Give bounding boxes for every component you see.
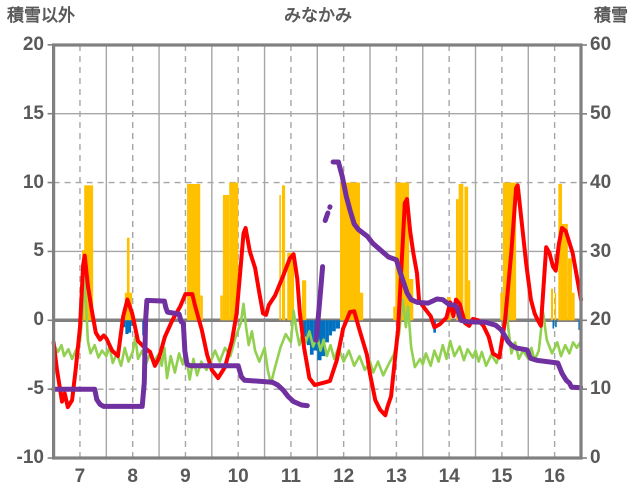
left-axis-tick-label: 20 bbox=[22, 33, 44, 55]
precipitation-bar bbox=[128, 320, 132, 333]
sunshine-bar bbox=[458, 183, 464, 321]
snow-depth-line bbox=[330, 159, 584, 391]
sunshine-bar bbox=[279, 194, 281, 321]
sunshine-bar bbox=[567, 258, 573, 321]
sunshine-bar bbox=[558, 183, 563, 321]
precipitation-bar bbox=[123, 320, 126, 328]
precipitation-bar bbox=[303, 320, 307, 337]
sunshine-bar bbox=[287, 252, 295, 321]
series-group bbox=[51, 159, 584, 418]
x-axis-tick-label: 13 bbox=[385, 466, 407, 487]
x-axis-tick-label: 11 bbox=[280, 466, 301, 487]
sunshine-bar bbox=[302, 280, 307, 321]
x-axis-tick-label: 10 bbox=[227, 466, 249, 487]
precipitation-bar bbox=[552, 320, 555, 329]
sunshine-bar bbox=[126, 237, 130, 321]
precipitation-bar bbox=[335, 320, 340, 329]
sunshine-bar bbox=[222, 194, 230, 321]
x-axis-tick-label: 12 bbox=[333, 466, 355, 487]
right-axis-tick-label: 20 bbox=[590, 309, 612, 331]
x-axis-tick-label: 7 bbox=[74, 466, 86, 487]
x-axis-tick-label: 8 bbox=[127, 466, 138, 487]
sunshine-bar bbox=[281, 185, 286, 321]
x-axis-tick-label: 16 bbox=[544, 466, 566, 487]
precipitation-bar bbox=[125, 320, 129, 335]
sunshine-bar bbox=[468, 280, 471, 321]
right-axis-tick-label: 50 bbox=[590, 102, 612, 124]
sunshine-bar bbox=[339, 182, 361, 321]
x-axis-tick-label: 15 bbox=[491, 466, 513, 487]
right-axis-tick-label: 0 bbox=[590, 447, 601, 468]
sunshine-bar bbox=[500, 292, 503, 321]
sunshine-bar bbox=[572, 292, 575, 321]
sunshine-bar bbox=[229, 182, 239, 321]
sunshine-bar bbox=[554, 292, 557, 321]
sunshine-bar bbox=[187, 183, 201, 321]
right-axis-title: 積雪 bbox=[594, 6, 628, 25]
precipitation-bar bbox=[555, 320, 557, 328]
precipitation-bar bbox=[332, 320, 336, 332]
sunshine-bar bbox=[550, 288, 554, 321]
precipitation-bar bbox=[328, 320, 333, 336]
precipitation-bar bbox=[325, 320, 329, 343]
snow-depth-line bbox=[313, 264, 326, 343]
snow-depth-line bbox=[51, 297, 310, 409]
x-axis-tick-label: 9 bbox=[180, 466, 191, 487]
sunshine-bar bbox=[456, 199, 459, 321]
sunshine-bar bbox=[360, 292, 364, 321]
sunshine-bar bbox=[84, 185, 94, 321]
sunshine-bar bbox=[562, 223, 568, 321]
sunshine-bar bbox=[220, 295, 223, 321]
precipitation-bar bbox=[321, 320, 326, 357]
left-axis-tick-label: 15 bbox=[22, 102, 44, 124]
right-axis-tick-label: 30 bbox=[590, 240, 612, 262]
snow-depth-line bbox=[322, 204, 333, 223]
chart-title: みなかみ bbox=[284, 6, 352, 25]
sunshine-bar bbox=[200, 295, 203, 321]
left-axis-tick-label: 0 bbox=[33, 309, 44, 331]
sunshine-bar bbox=[464, 186, 469, 321]
left-axis-title: 積雪以外 bbox=[7, 6, 75, 25]
x-axis-tick-label: 14 bbox=[438, 466, 460, 487]
right-axis-tick-label: 60 bbox=[590, 34, 612, 55]
left-axis-tick-label: -5 bbox=[27, 378, 44, 400]
right-axis-tick-label: 40 bbox=[590, 171, 612, 193]
left-axis-tick-label: 5 bbox=[33, 240, 44, 262]
left-axis-tick-label: 10 bbox=[22, 171, 44, 193]
right-axis-tick-label: 10 bbox=[590, 378, 612, 400]
left-axis-tick-label: -10 bbox=[16, 447, 44, 469]
sunshine-bar bbox=[393, 306, 396, 321]
